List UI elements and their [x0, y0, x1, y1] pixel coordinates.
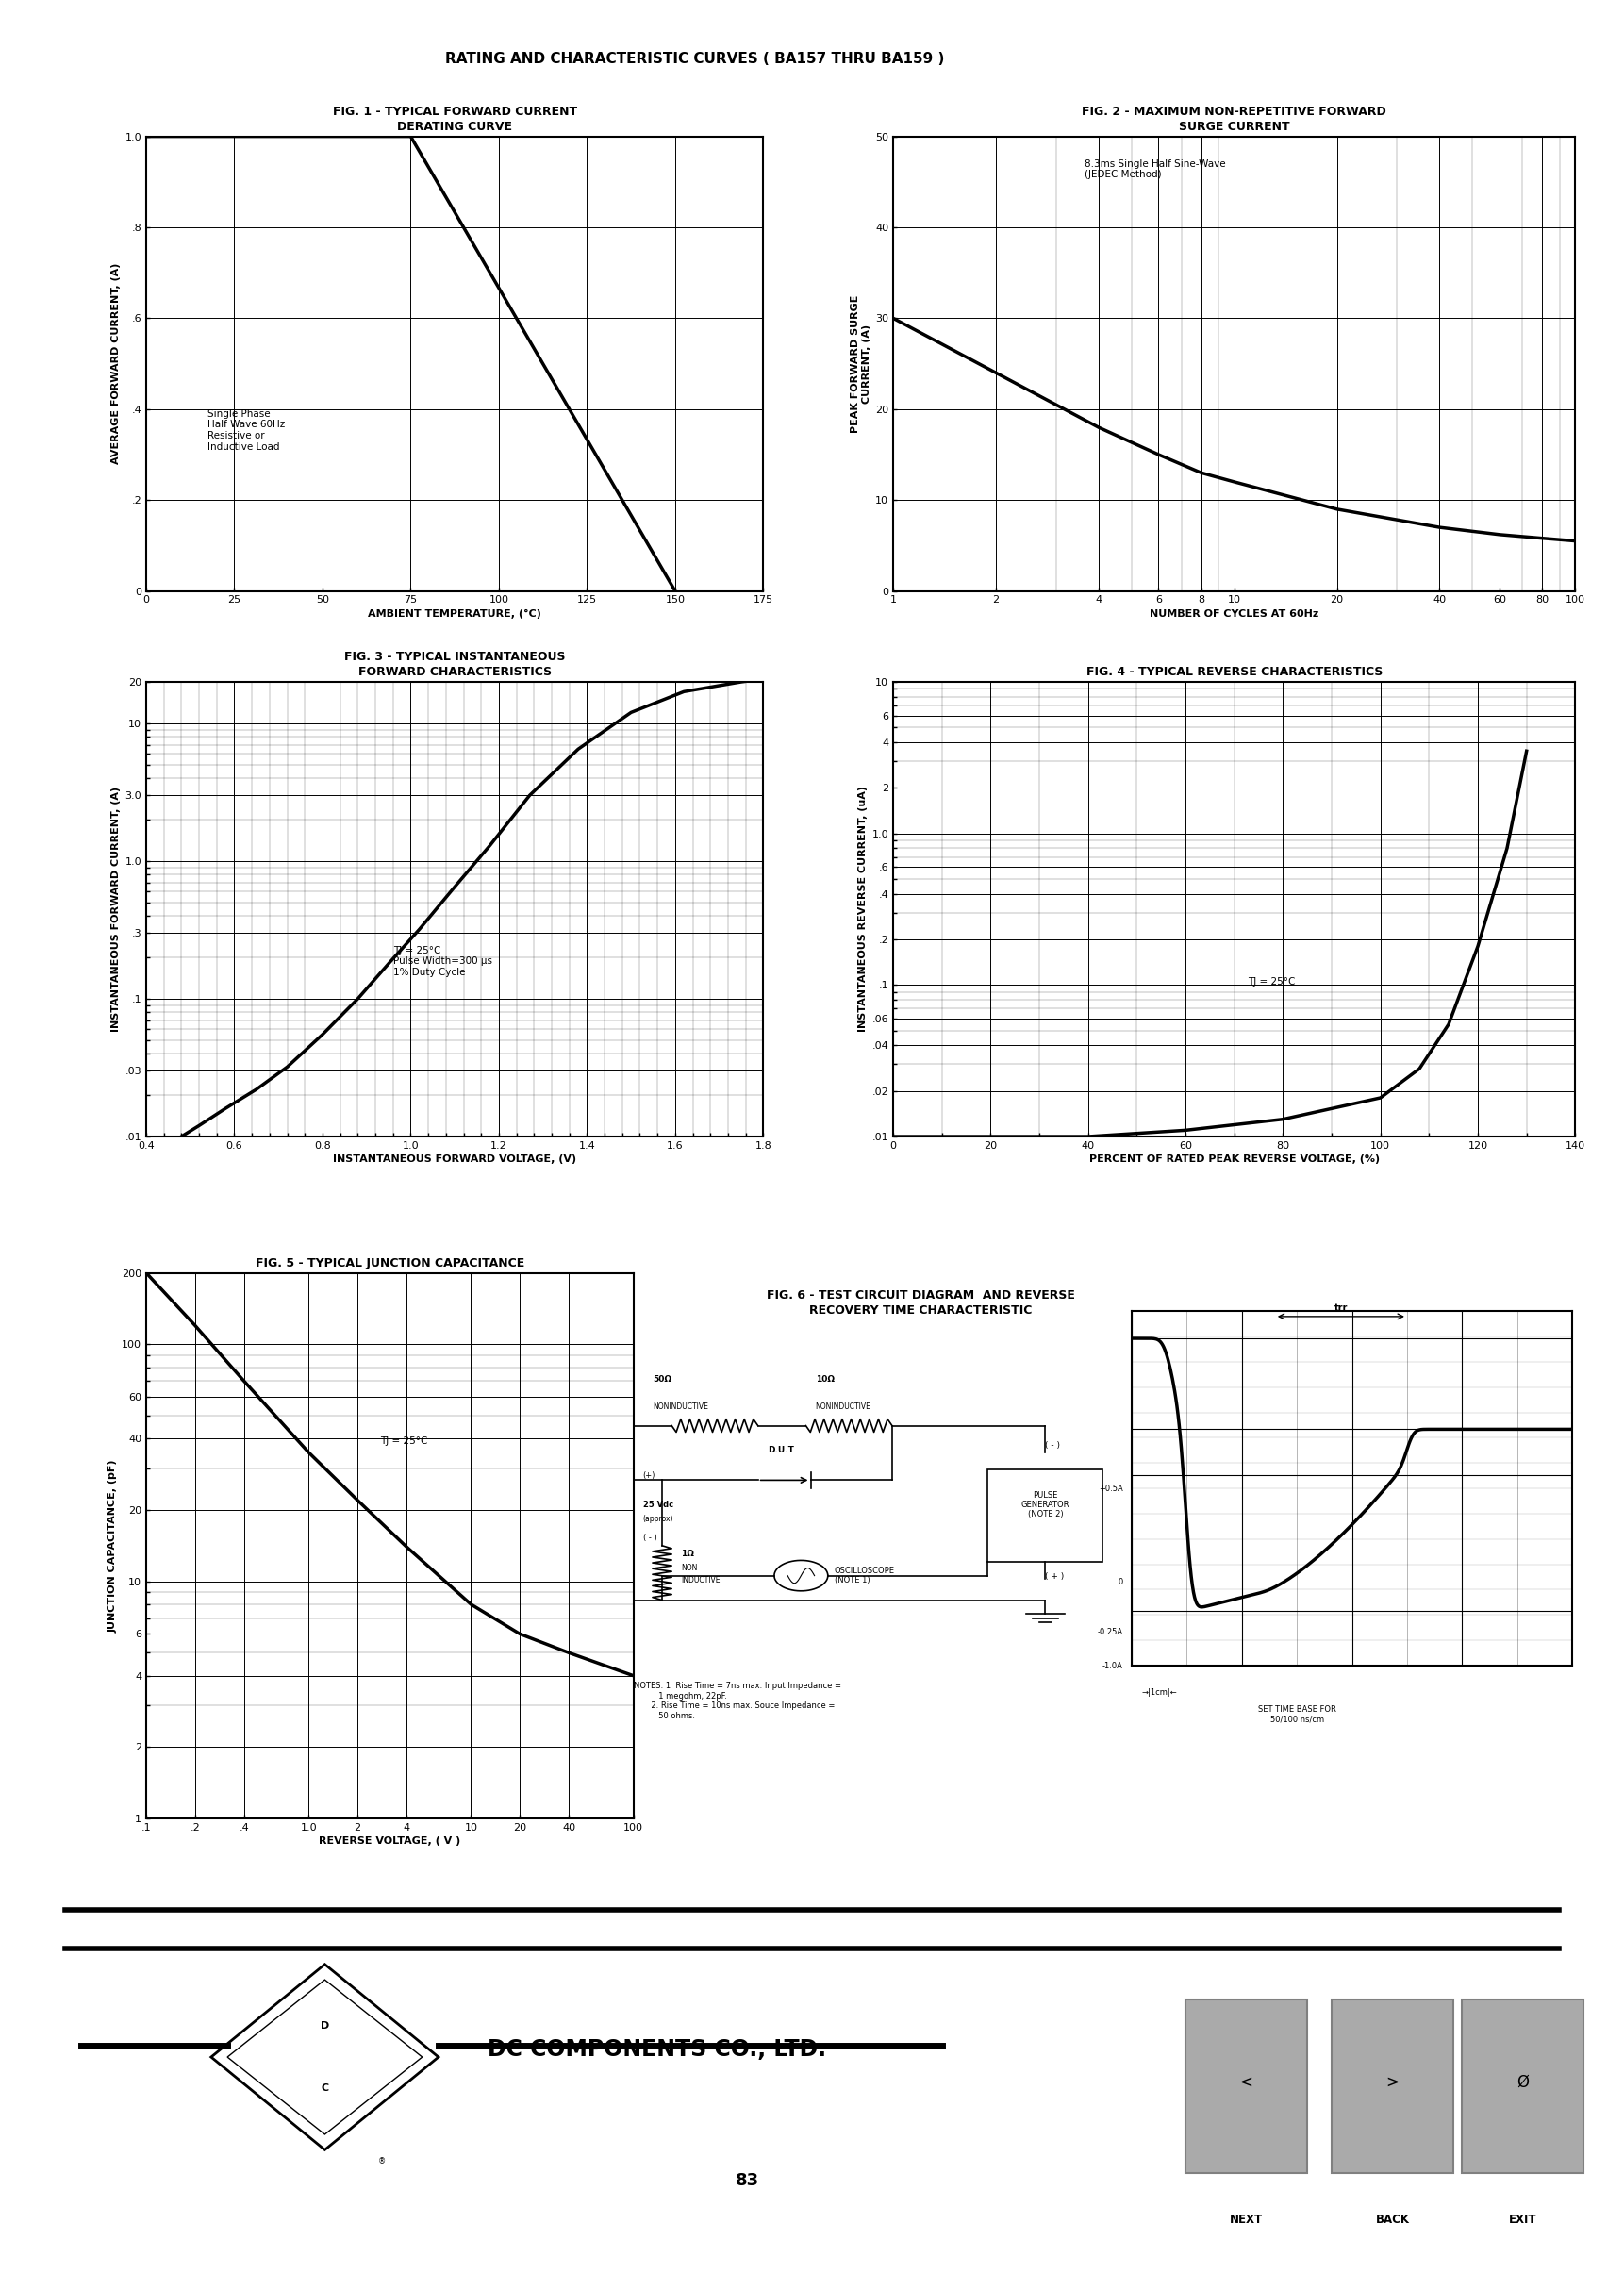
Text: ( + ): ( + )	[1046, 1571, 1064, 1580]
Text: >: >	[1385, 2073, 1400, 2091]
Text: FIG. 6 - TEST CIRCUIT DIAGRAM  AND REVERSE
RECOVERY TIME CHARACTERISTIC: FIG. 6 - TEST CIRCUIT DIAGRAM AND REVERS…	[767, 1289, 1075, 1316]
Title: FIG. 2 - MAXIMUM NON-REPETITIVE FORWARD
SURGE CURRENT: FIG. 2 - MAXIMUM NON-REPETITIVE FORWARD …	[1082, 105, 1387, 132]
Text: 50Ω: 50Ω	[653, 1375, 671, 1384]
Text: TJ = 25°C: TJ = 25°C	[380, 1437, 427, 1446]
Text: 8.3ms Single Half Sine-Wave
(JEDEC Method): 8.3ms Single Half Sine-Wave (JEDEC Metho…	[1085, 159, 1224, 180]
Bar	[987, 1468, 1103, 1562]
X-axis label: NUMBER OF CYCLES AT 60Hz: NUMBER OF CYCLES AT 60Hz	[1150, 609, 1319, 618]
FancyBboxPatch shape	[1332, 2000, 1453, 2173]
X-axis label: REVERSE VOLTAGE, ( V ): REVERSE VOLTAGE, ( V )	[318, 1837, 461, 1846]
Text: DC COMPONENTS CO., LTD.: DC COMPONENTS CO., LTD.	[487, 2039, 827, 2062]
Text: NEXT: NEXT	[1229, 2214, 1263, 2225]
Title: FIG. 5 - TYPICAL JUNCTION CAPACITANCE: FIG. 5 - TYPICAL JUNCTION CAPACITANCE	[255, 1257, 525, 1268]
Text: BACK: BACK	[1376, 2214, 1410, 2225]
Y-axis label: AVERAGE FORWARD CURRENT, (A): AVERAGE FORWARD CURRENT, (A)	[112, 264, 122, 464]
X-axis label: AMBIENT TEMPERATURE, (°C): AMBIENT TEMPERATURE, (°C)	[369, 609, 541, 618]
Text: NONINDUCTIVE: NONINDUCTIVE	[653, 1402, 708, 1412]
X-axis label: INSTANTANEOUS FORWARD VOLTAGE, (V): INSTANTANEOUS FORWARD VOLTAGE, (V)	[333, 1155, 577, 1164]
Text: ( - ): ( - )	[1046, 1441, 1060, 1450]
Title: FIG. 1 - TYPICAL FORWARD CURRENT
DERATING CURVE: FIG. 1 - TYPICAL FORWARD CURRENT DERATIN…	[333, 105, 577, 132]
Text: D: D	[320, 2021, 330, 2030]
Text: 1Ω: 1Ω	[682, 1550, 695, 1559]
FancyBboxPatch shape	[1462, 2000, 1583, 2173]
Text: NOTES: 1  Rise Time = 7ns max. Input Impedance =
          1 megohm, 22pF.
     : NOTES: 1 Rise Time = 7ns max. Input Impe…	[633, 1682, 841, 1721]
Text: INDUCTIVE: INDUCTIVE	[682, 1575, 721, 1584]
X-axis label: PERCENT OF RATED PEAK REVERSE VOLTAGE, (%): PERCENT OF RATED PEAK REVERSE VOLTAGE, (…	[1090, 1155, 1379, 1164]
Y-axis label: INSTANTANEOUS REVERSE CURRENT, (uA): INSTANTANEOUS REVERSE CURRENT, (uA)	[859, 786, 867, 1032]
Text: D.U.T: D.U.T	[768, 1446, 794, 1455]
Text: Single Phase
Half Wave 60Hz
Resistive or
Inductive Load: Single Phase Half Wave 60Hz Resistive or…	[208, 409, 286, 452]
Text: ( - ): ( - )	[643, 1534, 656, 1541]
Text: PULSE
GENERATOR
(NOTE 2): PULSE GENERATOR (NOTE 2)	[1021, 1491, 1070, 1518]
Text: (+): (+)	[643, 1471, 656, 1480]
Title: FIG. 4 - TYPICAL REVERSE CHARACTERISTICS: FIG. 4 - TYPICAL REVERSE CHARACTERISTICS	[1086, 666, 1382, 677]
Text: NON-: NON-	[682, 1564, 700, 1573]
Text: TJ = 25°C
Pulse Width=300 μs
1% Duty Cycle: TJ = 25°C Pulse Width=300 μs 1% Duty Cyc…	[393, 946, 492, 977]
Title: FIG. 3 - TYPICAL INSTANTANEOUS
FORWARD CHARACTERISTICS: FIG. 3 - TYPICAL INSTANTANEOUS FORWARD C…	[344, 650, 565, 677]
FancyBboxPatch shape	[1186, 2000, 1307, 2173]
Text: Ø: Ø	[1517, 2073, 1528, 2091]
Text: 10Ω: 10Ω	[815, 1375, 835, 1384]
Text: C: C	[322, 2084, 328, 2093]
Text: OSCILLOSCOPE
(NOTE 1): OSCILLOSCOPE (NOTE 1)	[835, 1566, 895, 1584]
Y-axis label: JUNCTION CAPACITANCE, (pF): JUNCTION CAPACITANCE, (pF)	[109, 1459, 117, 1632]
Text: 83: 83	[736, 2173, 758, 2189]
Text: RATING AND CHARACTERISTIC CURVES ( BA157 THRU BA159 ): RATING AND CHARACTERISTIC CURVES ( BA157…	[445, 52, 945, 66]
Text: (approx): (approx)	[643, 1514, 674, 1523]
Text: 25 Vdc: 25 Vdc	[643, 1500, 674, 1509]
Text: EXIT: EXIT	[1509, 2214, 1536, 2225]
Y-axis label: PEAK FORWARD SURGE
CURRENT, (A): PEAK FORWARD SURGE CURRENT, (A)	[851, 295, 872, 432]
Text: <: <	[1239, 2073, 1254, 2091]
Text: TJ = 25°C: TJ = 25°C	[1247, 977, 1296, 986]
Text: NONINDUCTIVE: NONINDUCTIVE	[815, 1402, 870, 1412]
Text: ®: ®	[378, 2157, 385, 2166]
Y-axis label: INSTANTANEOUS FORWARD CURRENT, (A): INSTANTANEOUS FORWARD CURRENT, (A)	[112, 786, 122, 1032]
